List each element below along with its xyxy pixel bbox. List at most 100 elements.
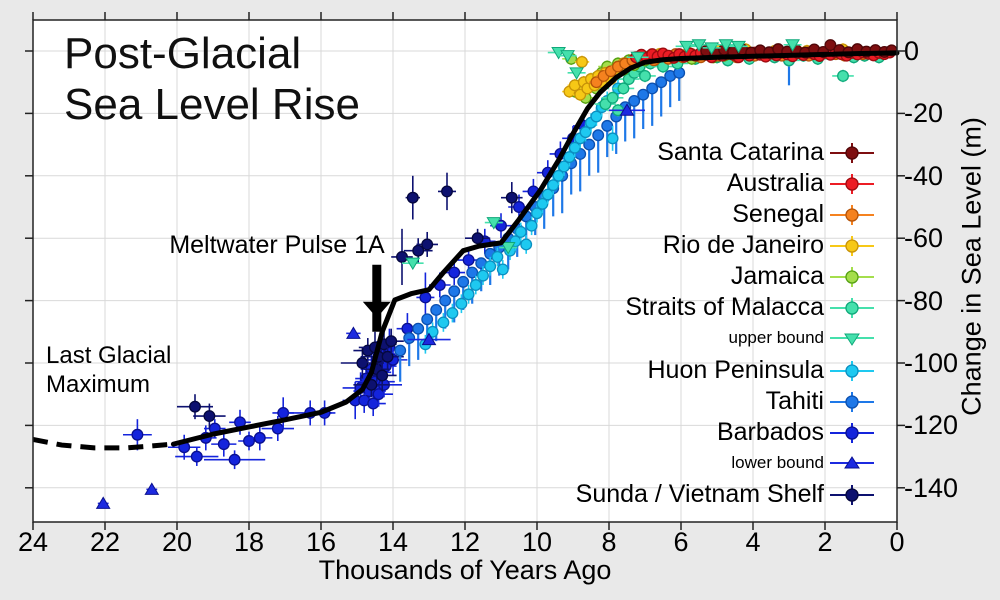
huon-peninsula-point <box>496 263 509 276</box>
chart-title: Post-Glacial Sea Level Rise <box>64 28 360 130</box>
santa-catarina-marker-icon <box>830 142 874 163</box>
sunda-vietnam-shelf-point <box>376 369 389 382</box>
legend-label-australia: Australia <box>726 169 824 197</box>
legend-item-australia: Australia <box>727 169 876 198</box>
legend-label-senegal: Senegal <box>732 200 824 228</box>
barbados-point <box>217 438 230 451</box>
tahiti-point <box>430 304 443 316</box>
lower-bound-point <box>619 103 635 116</box>
y-tick-label: -60 <box>904 223 944 254</box>
x-tick-label: 10 <box>521 527 553 557</box>
huon-peninsula-point <box>491 250 504 263</box>
legend-label-lower-bound: lower bound <box>731 453 824 472</box>
upper-bound-point <box>560 50 575 63</box>
y-tick-label: -100 <box>904 348 959 378</box>
tahiti-point <box>637 88 650 101</box>
y-tick-label: -40 <box>904 160 944 191</box>
santa-catarina-point <box>824 39 837 52</box>
x-tick-label: 18 <box>233 527 265 557</box>
barbados-point <box>448 266 461 279</box>
upper-bound-marker-icon <box>830 333 874 346</box>
y-tick-label: -120 <box>904 410 959 441</box>
upper-bound-point <box>500 242 516 255</box>
legend-item-tahiti: Tahiti <box>766 387 876 416</box>
x-tick-label: 6 <box>673 527 689 557</box>
lower-bound-point <box>421 332 437 346</box>
upper-bound-point <box>718 39 734 52</box>
sunda-vietnam-shelf-marker-icon <box>830 484 874 505</box>
legend-item-sunda-vietnam-shelf: Sunda / Vietnam Shelf <box>576 480 876 509</box>
barbados-point <box>253 431 266 444</box>
lower-bound-point <box>346 326 361 339</box>
last-glacial-maximum-annotation: Last Glacial Maximum <box>46 341 171 400</box>
huon-peninsula-point <box>455 297 468 310</box>
legend-item-santa-catarina: Santa Catarina <box>657 138 876 167</box>
x-axis-title: Thousands of Years Ago <box>318 555 612 585</box>
sunda-vietnam-shelf-point <box>189 400 201 413</box>
barbados-point <box>228 453 241 466</box>
huon-peninsula-point <box>484 260 497 273</box>
lower-bound-marker-icon <box>830 456 874 469</box>
tahiti-marker-icon <box>830 391 874 412</box>
axis-ticks <box>25 12 905 530</box>
tahiti-point <box>457 275 470 288</box>
barbados-point <box>190 450 203 463</box>
rio-de-janeiro-marker-icon <box>830 235 874 256</box>
upper-bound-point <box>405 257 421 271</box>
barbados-point <box>131 428 144 441</box>
barbados-point <box>277 406 290 419</box>
upper-bound-point <box>691 39 707 52</box>
sunda-vietnam-shelf-point <box>203 410 216 422</box>
upper-bound-point <box>630 51 646 65</box>
barbados-point <box>271 422 284 435</box>
upper-bound-point <box>486 217 502 230</box>
lower-bound-point <box>95 496 111 509</box>
x-tick-label: 12 <box>449 527 481 557</box>
legend-item-rio-de-janeiro: Rio de Janeiro <box>663 231 876 260</box>
legend-item-barbados: Barbados <box>717 418 876 447</box>
rio-de-janeiro-point <box>576 55 588 68</box>
huon-peninsula-point <box>446 307 459 320</box>
lgm-line1: Last Glacial <box>46 342 172 369</box>
x-tick-label: 14 <box>377 527 409 557</box>
huon-peninsula-point <box>520 238 533 251</box>
series-sunda-vietnam-shelf <box>177 172 523 429</box>
upper-bound-point <box>785 39 800 52</box>
tahiti-point <box>403 332 416 344</box>
legend-label-barbados: Barbados <box>716 418 824 446</box>
senegal-marker-icon <box>830 204 874 225</box>
tahiti-point <box>628 94 641 107</box>
x-tick-label: 22 <box>89 527 121 557</box>
huon-peninsula-point <box>525 219 538 232</box>
legend-label-sunda-vietnam-shelf: Sunda / Vietnam Shelf <box>575 480 824 508</box>
sunda-vietnam-shelf-point <box>505 191 518 204</box>
x-tick-label: 2 <box>817 527 833 557</box>
jamaica-marker-icon <box>830 266 874 287</box>
huon-peninsula-point <box>437 316 450 329</box>
y-tick-label: -20 <box>904 98 944 129</box>
legend-label-santa-catarina: Santa Catarina <box>657 138 824 166</box>
lower-bound-point <box>144 482 160 495</box>
tahiti-point <box>466 266 479 279</box>
legend-item-senegal: Senegal <box>732 200 876 229</box>
straits-of-malacca-point <box>617 82 630 95</box>
barbados-point <box>462 254 475 266</box>
lgm-line2: Maximum <box>46 371 151 399</box>
huon-peninsula-point <box>606 132 619 145</box>
huon-peninsula-point <box>462 288 475 301</box>
x-tick-label: 8 <box>601 527 617 557</box>
straits-of-malacca-point <box>639 70 651 82</box>
x-tick-label: 24 <box>17 527 49 557</box>
legend-item-jamaica: Jamaica <box>731 262 876 291</box>
australia-marker-icon <box>830 173 874 194</box>
legend-label-tahiti: Tahiti <box>765 387 824 415</box>
trend-line-dashed <box>32 436 174 451</box>
y-tick-label: -140 <box>904 472 959 503</box>
legend-item-straits-of-malacca: Straits of Malacca <box>625 293 876 322</box>
legend-label-huon-peninsula: Huon Peninsula <box>647 356 824 384</box>
straits-of-malacca-marker-icon <box>830 297 874 318</box>
tahiti-point <box>646 82 659 95</box>
meltwater-pulse-annotation: Meltwater Pulse 1A <box>169 231 385 259</box>
huon-peninsula-point <box>477 269 489 282</box>
